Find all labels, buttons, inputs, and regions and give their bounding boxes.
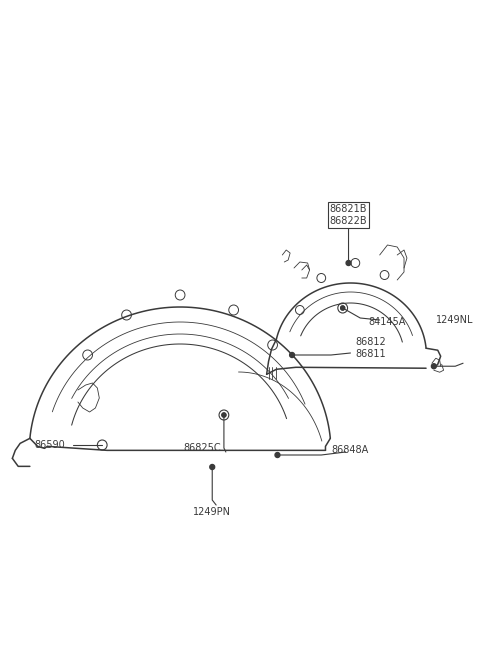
Text: 86825C: 86825C [183, 443, 221, 453]
Circle shape [210, 464, 215, 470]
Circle shape [289, 352, 295, 358]
Text: 86848A: 86848A [331, 445, 368, 455]
Circle shape [341, 306, 345, 310]
Circle shape [432, 364, 436, 369]
Circle shape [341, 306, 345, 310]
Circle shape [346, 261, 351, 265]
Text: 86812
86811: 86812 86811 [355, 337, 386, 359]
Circle shape [222, 413, 226, 417]
Text: 1249PN: 1249PN [193, 507, 231, 517]
Circle shape [275, 453, 280, 457]
Text: 86590: 86590 [34, 440, 65, 450]
Text: 86821B
86822B: 86821B 86822B [330, 204, 367, 226]
Text: 84145A: 84145A [368, 317, 406, 327]
Circle shape [222, 413, 226, 417]
Text: 1249NL: 1249NL [436, 315, 474, 325]
